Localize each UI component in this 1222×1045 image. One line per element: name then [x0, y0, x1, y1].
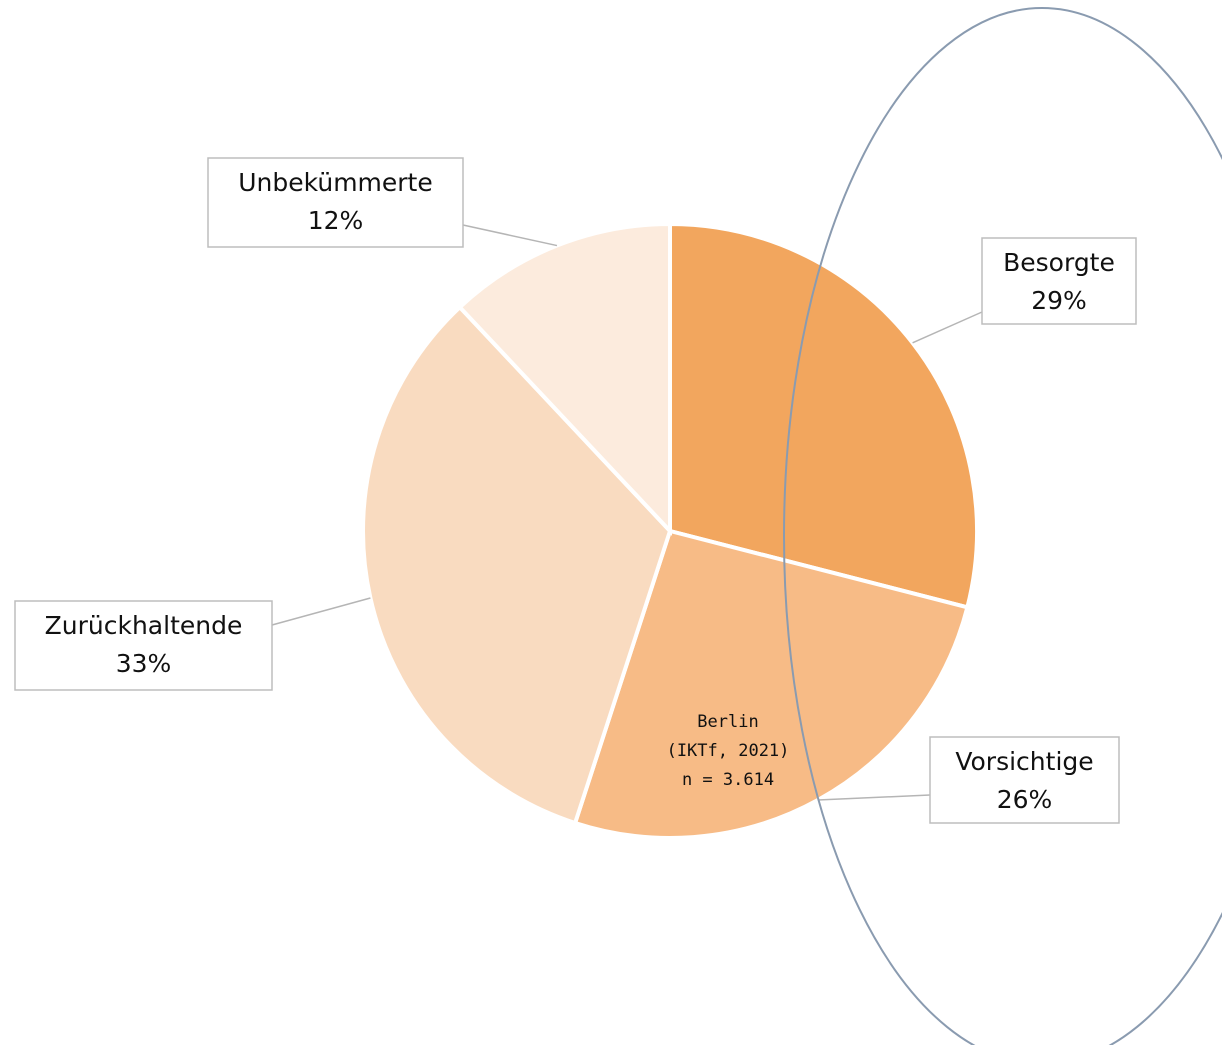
label-box — [981, 237, 1137, 325]
caption: n = 3.614 — [682, 770, 774, 790]
leader-line — [462, 224, 558, 247]
value-label: 33% — [116, 649, 172, 678]
labels: Besorgte 29% Vorsichtige 26% Zurückhaltende 3… — [14, 157, 1137, 824]
value-label: 12% — [308, 206, 364, 235]
leader-line — [271, 597, 371, 626]
leader-line — [817, 794, 931, 801]
slice-label: Vorsichtige — [955, 747, 1093, 776]
label-box — [207, 157, 464, 248]
value-label: 26% — [997, 785, 1053, 814]
pie — [361, 221, 979, 840]
caption: (IKTf, 2021) — [667, 741, 790, 761]
slice-label: Zurückhaltende — [45, 611, 243, 640]
slice-label: Besorgte — [1003, 248, 1115, 277]
highlight-ellipse — [783, 7, 1222, 1045]
label-box — [929, 736, 1120, 824]
slice-label: Unbekümmerte — [238, 168, 433, 197]
value-label: 29% — [1031, 286, 1087, 315]
pie-slice — [668, 221, 979, 610]
caption: Berlin — [697, 712, 758, 732]
leader-line — [912, 311, 983, 344]
pie-slice — [361, 304, 673, 826]
label-box — [14, 600, 273, 691]
